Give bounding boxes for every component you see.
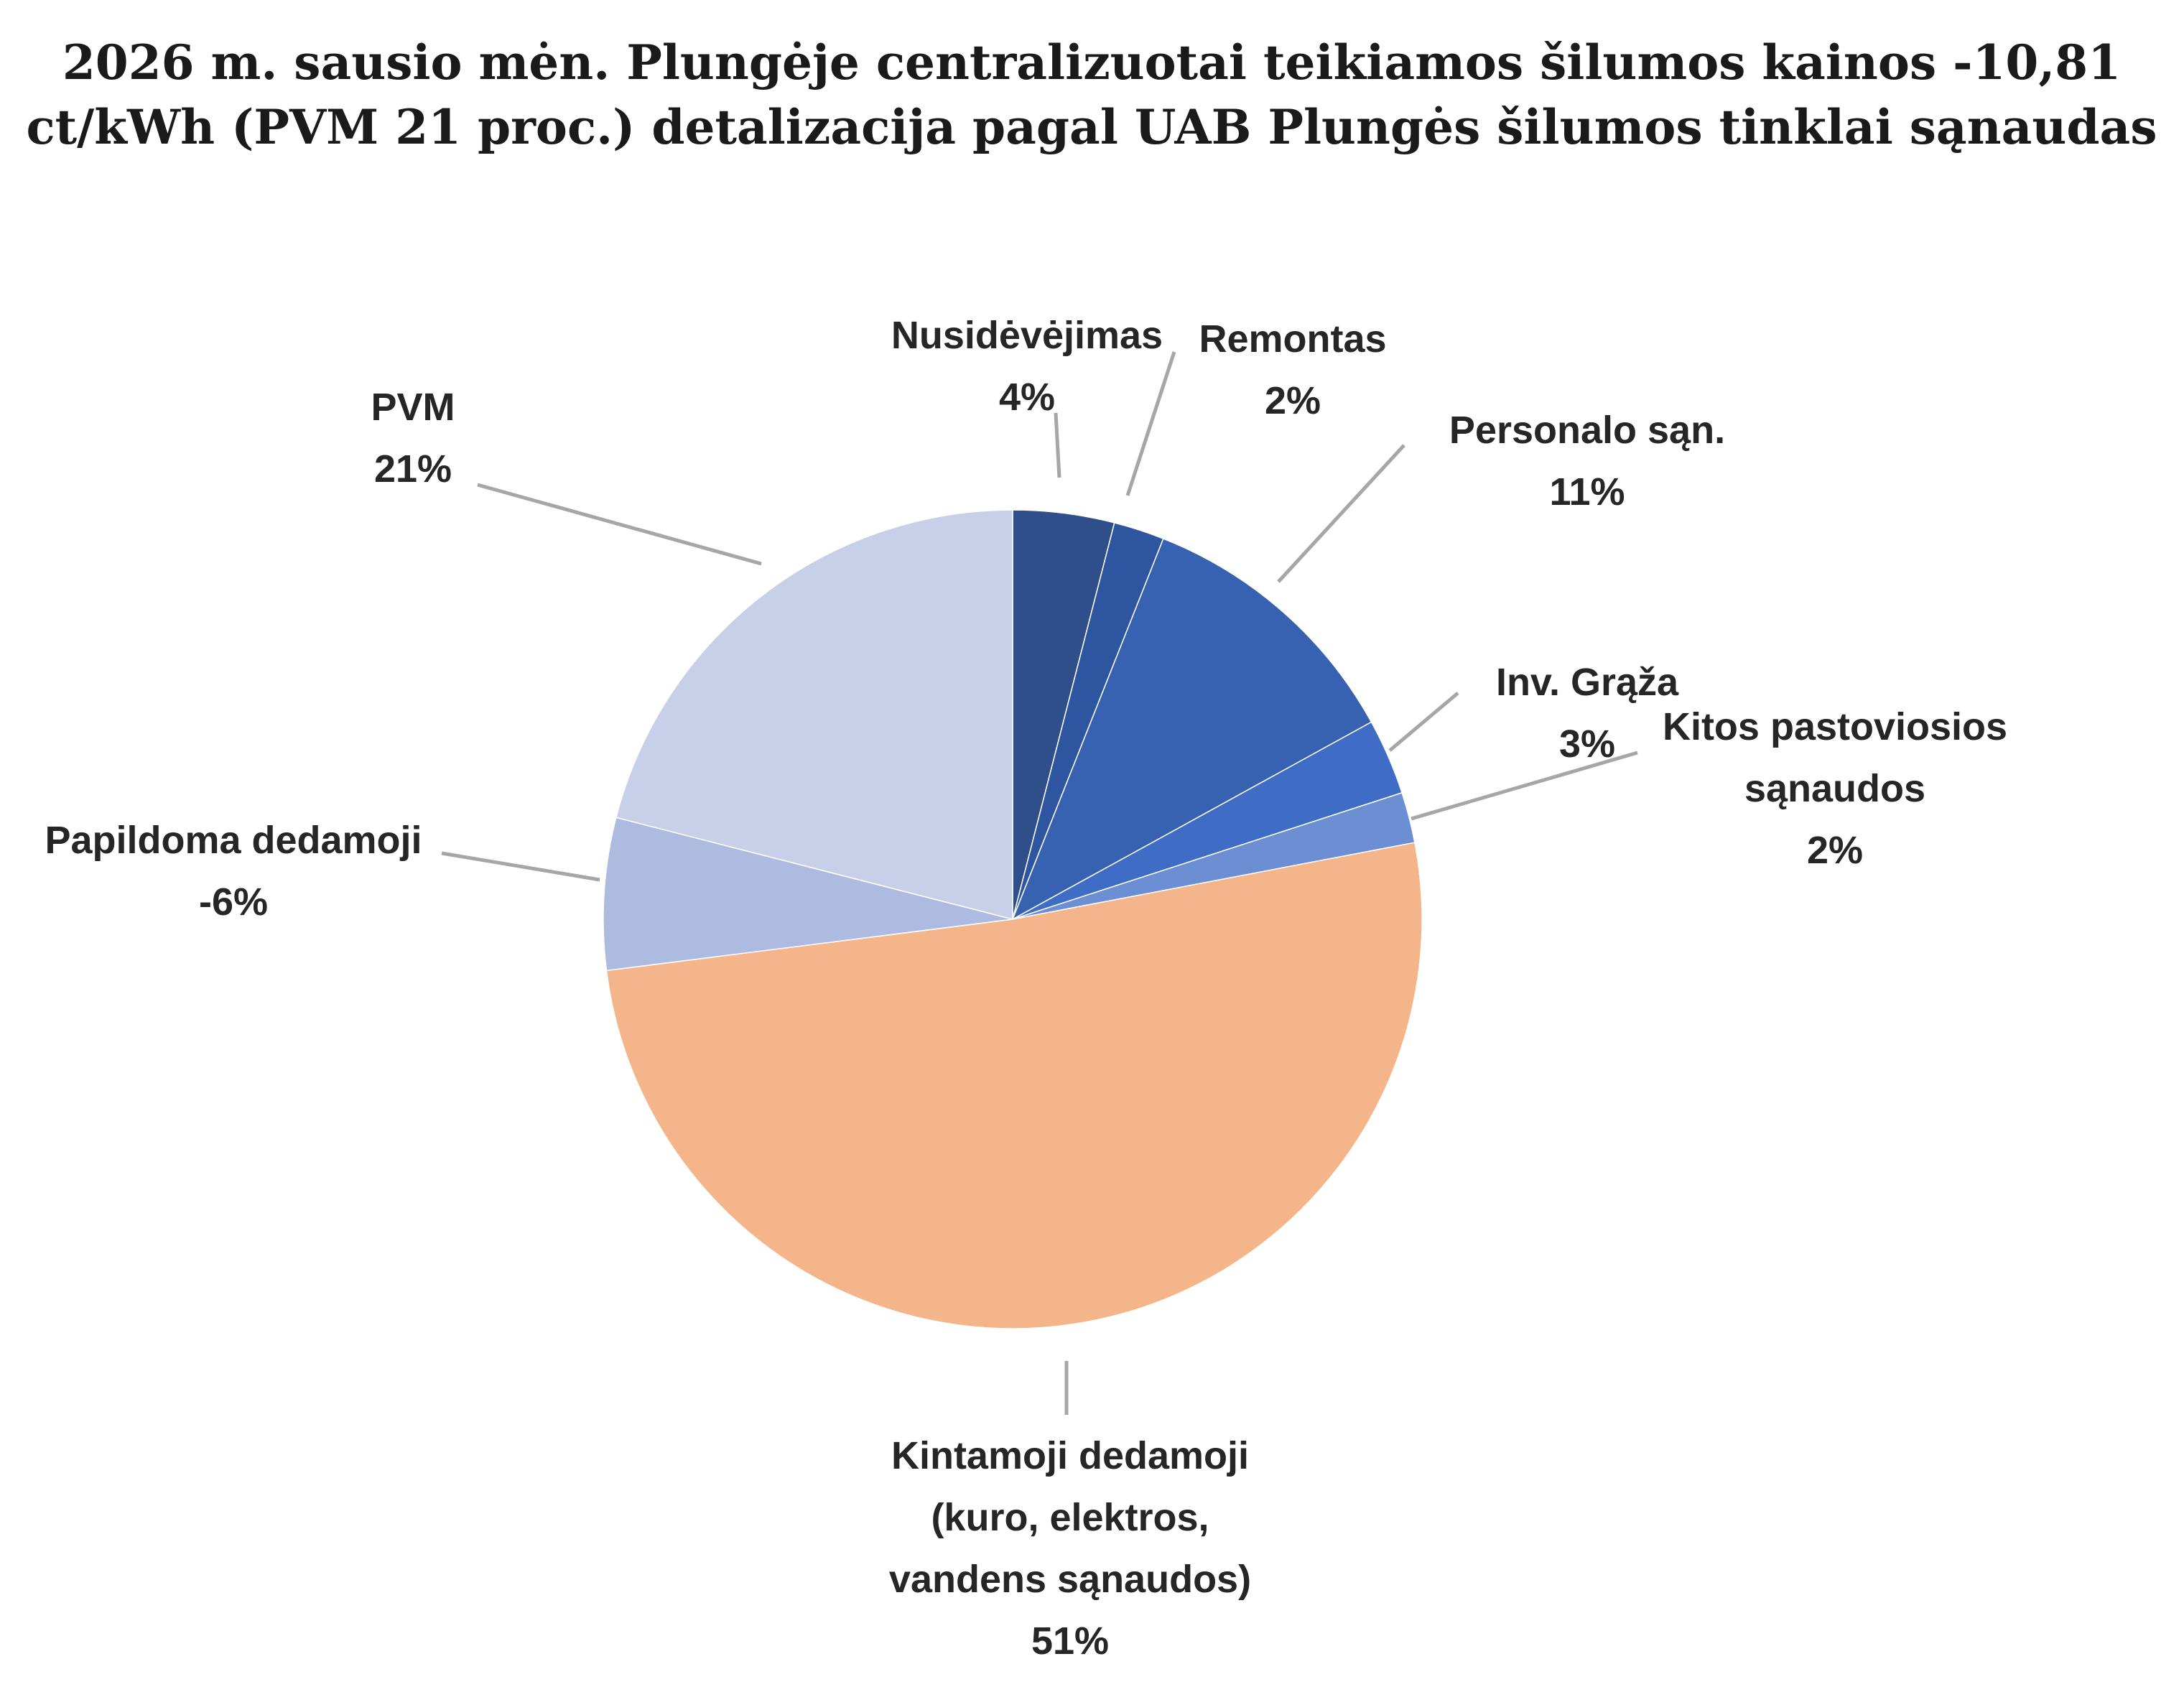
data-label-line: PVM: [371, 386, 455, 429]
pie-slice-personalo-san: [1011, 538, 1372, 921]
leader-line-remontas: [1125, 351, 1176, 496]
data-label-line: Papildoma dedamoji: [45, 819, 422, 862]
data-label-line: Inv. Grąža: [1496, 661, 1679, 704]
chart-title-line-1: 2026 m. sausio mėn. Plungėje centralizuo…: [62, 34, 2121, 90]
pie-slice-kintamoji-dedamoji: [605, 842, 1423, 1329]
data-label-line: 11%: [1549, 470, 1625, 513]
leader-line-kitos-pastoviosios: [1411, 750, 1638, 821]
data-label-line: 21%: [374, 447, 452, 491]
data-label-line: sąnaudos: [1744, 767, 1925, 810]
leader-line-inv-graza: [1388, 692, 1459, 752]
data-label-line: -6%: [199, 880, 268, 924]
data-label-personalo-san: Personalo sąn. 11%: [1449, 409, 1725, 513]
data-label-remontas: Remontas 2%: [1199, 317, 1386, 422]
data-label-nusidevejimas: Nusidėvėjimas 4%: [891, 314, 1163, 419]
data-label-line: 4%: [999, 376, 1055, 419]
slice-labels: Nusidėvėjimas 4% Remontas 2% Personalo sąn. 1…: [45, 314, 2007, 1663]
pie-slice-papildoma-dedamoji: [603, 817, 1013, 972]
data-label-kitos-pastoviosios: Kitos pastoviosios sąnaudos 2%: [1663, 705, 2007, 872]
data-label-kintamoji-dedamoji: Kintamoji dedamoji (kuro, elektros, vanden…: [889, 1434, 1251, 1663]
leader-line-pvm: [477, 483, 762, 566]
data-label-line: Remontas: [1199, 317, 1386, 361]
leader-lines: [441, 351, 1638, 1415]
pie-slice-pvm: [615, 509, 1013, 920]
data-label-inv-graza: Inv. Grąža 3%: [1496, 661, 1679, 766]
data-label-line: Personalo sąn.: [1449, 409, 1725, 452]
data-label-line: vandens sąnaudos): [889, 1558, 1251, 1601]
data-label-line: 3%: [1559, 722, 1615, 766]
data-label-line: 51%: [1031, 1619, 1109, 1663]
data-label-line: Kitos pastoviosios: [1663, 705, 2007, 748]
pie-slices: [603, 509, 1423, 1329]
data-label-papildoma-dedamoji: Papildoma dedamoji -6%: [45, 819, 422, 924]
chart-title: 2026 m. sausio mėn. Plungėje centralizuo…: [27, 34, 2157, 155]
leader-line-papildoma-dedamoji: [441, 851, 600, 882]
data-label-pvm: PVM 21%: [371, 386, 455, 491]
data-label-line: Kintamoji dedamoji: [891, 1434, 1249, 1477]
leader-line-personalo-san: [1277, 444, 1405, 583]
data-label-line: (kuro, elektros,: [931, 1496, 1209, 1539]
leader-line-nusidevejimas: [1054, 412, 1061, 478]
data-label-line: Nusidėvėjimas: [891, 314, 1163, 357]
data-label-line: 2%: [1265, 379, 1321, 422]
data-label-line: 2%: [1807, 829, 1863, 872]
chart-title-line-2: ct/kWh (PVM 21 proc.) detalizacija pagal…: [27, 99, 2157, 155]
